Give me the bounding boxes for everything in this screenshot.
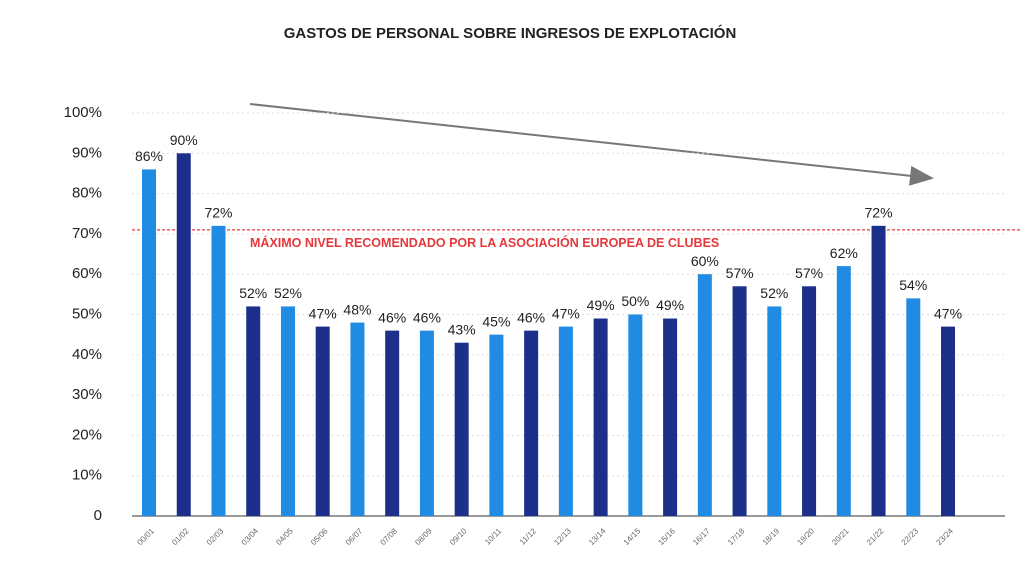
bar <box>176 153 191 517</box>
value-label: 52% <box>239 285 267 301</box>
value-label: 90% <box>170 132 198 148</box>
x-tick-label: 12/13 <box>552 526 573 547</box>
bar <box>871 225 886 516</box>
value-label: 46% <box>378 309 406 325</box>
value-label: 47% <box>309 305 337 321</box>
value-label: 47% <box>934 305 962 321</box>
y-tick-label: 70% <box>72 225 102 242</box>
value-label: 86% <box>135 148 163 164</box>
x-tick-label: 17/18 <box>726 526 747 547</box>
bar <box>315 326 330 516</box>
bar <box>350 322 365 516</box>
x-tick-label: 04/05 <box>274 526 295 547</box>
bar <box>211 225 226 516</box>
bar <box>385 330 400 516</box>
y-tick-label: 100% <box>64 104 102 121</box>
bar <box>906 298 921 516</box>
y-tick-label: 40% <box>72 346 102 363</box>
x-tick-label: 13/14 <box>587 526 608 547</box>
bar <box>524 330 539 516</box>
x-tick-label: 11/12 <box>518 526 538 546</box>
bar <box>941 326 956 516</box>
x-tick-label: 06/07 <box>344 526 365 547</box>
value-label: 45% <box>482 313 510 329</box>
bar <box>593 318 608 516</box>
value-label: 72% <box>204 205 232 221</box>
x-tick-label: 16/17 <box>691 526 712 547</box>
y-tick-label: 80% <box>72 185 102 202</box>
value-label: 57% <box>795 265 823 281</box>
bar <box>697 274 712 516</box>
bar <box>246 306 261 516</box>
x-tick-label: 18/19 <box>761 526 782 547</box>
bar <box>280 306 295 516</box>
bar <box>628 314 643 516</box>
y-tick-label: 60% <box>72 265 102 282</box>
y-tick-label: 90% <box>72 144 102 161</box>
bar <box>454 342 469 516</box>
value-label: 49% <box>656 297 684 313</box>
value-label: 57% <box>726 265 754 281</box>
x-tick-label: 15/16 <box>656 526 677 547</box>
value-label: 48% <box>343 301 371 317</box>
value-label: 50% <box>621 293 649 309</box>
y-tick-label: 0 <box>94 507 102 524</box>
bar <box>663 318 678 516</box>
x-tick-label: 07/08 <box>379 526 400 547</box>
chart-title: GASTOS DE PERSONAL SOBRE INGRESOS DE EXP… <box>284 24 737 42</box>
bar <box>802 286 817 516</box>
y-tick-label: 50% <box>72 305 102 322</box>
y-tick-label: 30% <box>72 386 102 403</box>
bar <box>836 266 851 516</box>
x-tick-label: 03/04 <box>240 526 261 547</box>
value-label: 49% <box>587 297 615 313</box>
value-label: 54% <box>899 277 927 293</box>
value-label: 72% <box>865 205 893 221</box>
x-tick-label: 01/02 <box>170 526 191 547</box>
bar <box>558 326 573 516</box>
x-tick-label: 19/20 <box>795 526 816 547</box>
bar <box>142 169 156 517</box>
x-tick-label: 20/21 <box>830 526 851 547</box>
bar <box>767 306 782 516</box>
value-label: 46% <box>517 309 545 325</box>
value-label: 46% <box>413 309 441 325</box>
value-label: 47% <box>552 305 580 321</box>
x-tick-label: 09/10 <box>448 526 469 547</box>
value-label: 43% <box>448 321 476 337</box>
value-label: 60% <box>691 253 719 269</box>
x-tick-label: 14/15 <box>622 526 643 547</box>
value-label: 62% <box>830 245 858 261</box>
trend-arrow <box>249 103 934 186</box>
bar <box>732 286 747 516</box>
x-tick-label: 21/22 <box>865 526 886 547</box>
x-tick-label: 22/23 <box>900 526 921 547</box>
x-tick-label: 23/24 <box>934 526 955 547</box>
y-tick-label: 20% <box>72 426 102 443</box>
reference-label: MÁXIMO NIVEL RECOMENDADO POR LA ASOCIACI… <box>250 235 719 250</box>
x-tick-label: 10/11 <box>483 526 503 546</box>
x-tick-label: 00/01 <box>135 526 156 547</box>
bar <box>419 330 434 516</box>
x-tick-label: 08/09 <box>413 526 434 547</box>
value-label: 52% <box>274 285 302 301</box>
y-tick-label: 10% <box>72 467 102 484</box>
x-tick-label: 02/03 <box>205 526 226 547</box>
bar <box>489 334 504 516</box>
value-label: 52% <box>760 285 788 301</box>
x-tick-label: 05/06 <box>309 526 330 547</box>
